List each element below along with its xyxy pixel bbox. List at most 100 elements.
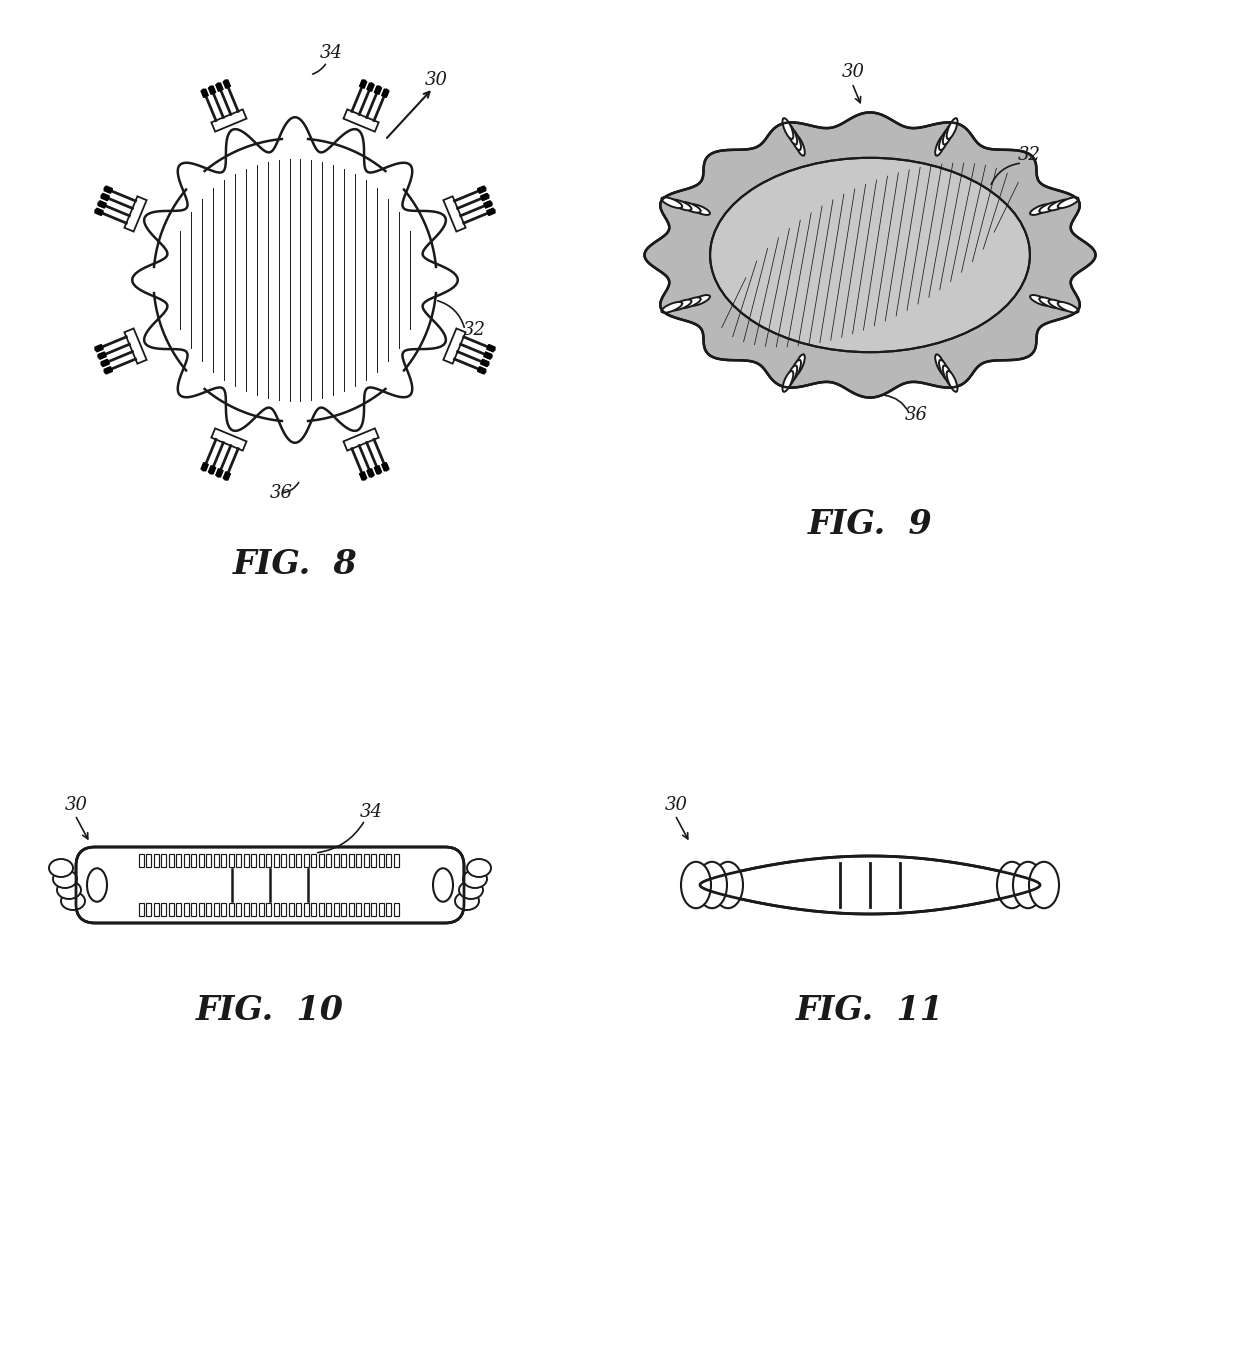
Ellipse shape	[459, 881, 484, 899]
Bar	[334, 854, 339, 868]
Bar	[176, 903, 181, 917]
Bar	[244, 903, 249, 917]
Polygon shape	[208, 465, 216, 475]
Bar	[267, 854, 272, 868]
Ellipse shape	[697, 862, 727, 908]
Polygon shape	[201, 462, 208, 471]
Ellipse shape	[455, 892, 479, 910]
Bar	[363, 903, 368, 917]
Polygon shape	[360, 80, 367, 89]
Ellipse shape	[1030, 295, 1050, 306]
Polygon shape	[124, 196, 146, 232]
Polygon shape	[94, 209, 103, 216]
Bar	[326, 903, 331, 917]
Text: FIG.  8: FIG. 8	[233, 548, 357, 581]
Bar	[394, 854, 399, 868]
Ellipse shape	[946, 119, 957, 139]
Bar	[184, 903, 188, 917]
Polygon shape	[223, 80, 231, 89]
Polygon shape	[374, 465, 382, 475]
Bar	[213, 854, 218, 868]
Bar	[341, 903, 346, 917]
Text: FIG.  9: FIG. 9	[807, 509, 932, 542]
Bar	[378, 903, 383, 917]
Ellipse shape	[782, 371, 794, 391]
Bar	[304, 903, 309, 917]
Ellipse shape	[942, 124, 954, 145]
Bar	[386, 903, 392, 917]
Bar	[311, 903, 316, 917]
Polygon shape	[444, 196, 465, 232]
Polygon shape	[216, 469, 223, 477]
Bar	[319, 854, 324, 868]
Ellipse shape	[87, 869, 107, 902]
Bar	[371, 854, 376, 868]
Polygon shape	[343, 428, 378, 450]
Ellipse shape	[1030, 205, 1050, 216]
Bar	[319, 903, 324, 917]
Bar	[296, 854, 301, 868]
Bar	[191, 854, 196, 868]
Bar	[326, 854, 331, 868]
Polygon shape	[223, 472, 231, 480]
Polygon shape	[645, 112, 1095, 397]
Ellipse shape	[433, 869, 453, 902]
Polygon shape	[374, 86, 382, 94]
Ellipse shape	[786, 124, 797, 145]
Polygon shape	[124, 329, 146, 364]
Ellipse shape	[671, 199, 692, 210]
Bar	[274, 854, 279, 868]
Ellipse shape	[680, 297, 701, 308]
Polygon shape	[477, 367, 486, 374]
Polygon shape	[481, 359, 489, 367]
Bar	[356, 903, 361, 917]
Polygon shape	[100, 194, 109, 201]
Bar	[274, 903, 279, 917]
Text: 36: 36	[905, 406, 928, 424]
Ellipse shape	[50, 859, 73, 877]
Polygon shape	[444, 329, 465, 364]
Ellipse shape	[786, 366, 797, 386]
Polygon shape	[701, 857, 1040, 914]
Polygon shape	[487, 345, 495, 352]
Bar	[341, 854, 346, 868]
Bar	[154, 854, 159, 868]
Ellipse shape	[794, 355, 805, 375]
Bar	[221, 903, 226, 917]
Ellipse shape	[1058, 198, 1079, 209]
Polygon shape	[211, 109, 247, 132]
Ellipse shape	[661, 301, 682, 312]
Text: 30: 30	[665, 797, 688, 814]
Text: FIG.  10: FIG. 10	[196, 993, 343, 1027]
Bar	[191, 903, 196, 917]
Bar	[221, 854, 226, 868]
Bar	[146, 854, 151, 868]
Text: FIG.  11: FIG. 11	[796, 993, 944, 1027]
Ellipse shape	[463, 870, 487, 888]
Bar	[139, 903, 144, 917]
Polygon shape	[100, 359, 109, 367]
Text: 34: 34	[320, 44, 343, 61]
Bar	[296, 903, 301, 917]
Bar	[213, 903, 218, 917]
Ellipse shape	[61, 892, 86, 910]
Polygon shape	[360, 472, 367, 480]
Polygon shape	[216, 83, 223, 91]
Polygon shape	[98, 201, 107, 209]
Ellipse shape	[661, 198, 682, 209]
Bar	[206, 854, 211, 868]
Bar	[176, 854, 181, 868]
Text: 32: 32	[1018, 146, 1042, 164]
Bar	[252, 903, 257, 917]
Ellipse shape	[942, 366, 954, 386]
Bar	[154, 903, 159, 917]
Polygon shape	[481, 194, 489, 201]
Bar	[371, 903, 376, 917]
Bar	[146, 903, 151, 917]
Ellipse shape	[1029, 862, 1059, 908]
Ellipse shape	[689, 295, 711, 306]
Polygon shape	[343, 109, 378, 132]
Bar	[289, 854, 294, 868]
Text: 30: 30	[842, 63, 866, 80]
Polygon shape	[94, 345, 103, 352]
